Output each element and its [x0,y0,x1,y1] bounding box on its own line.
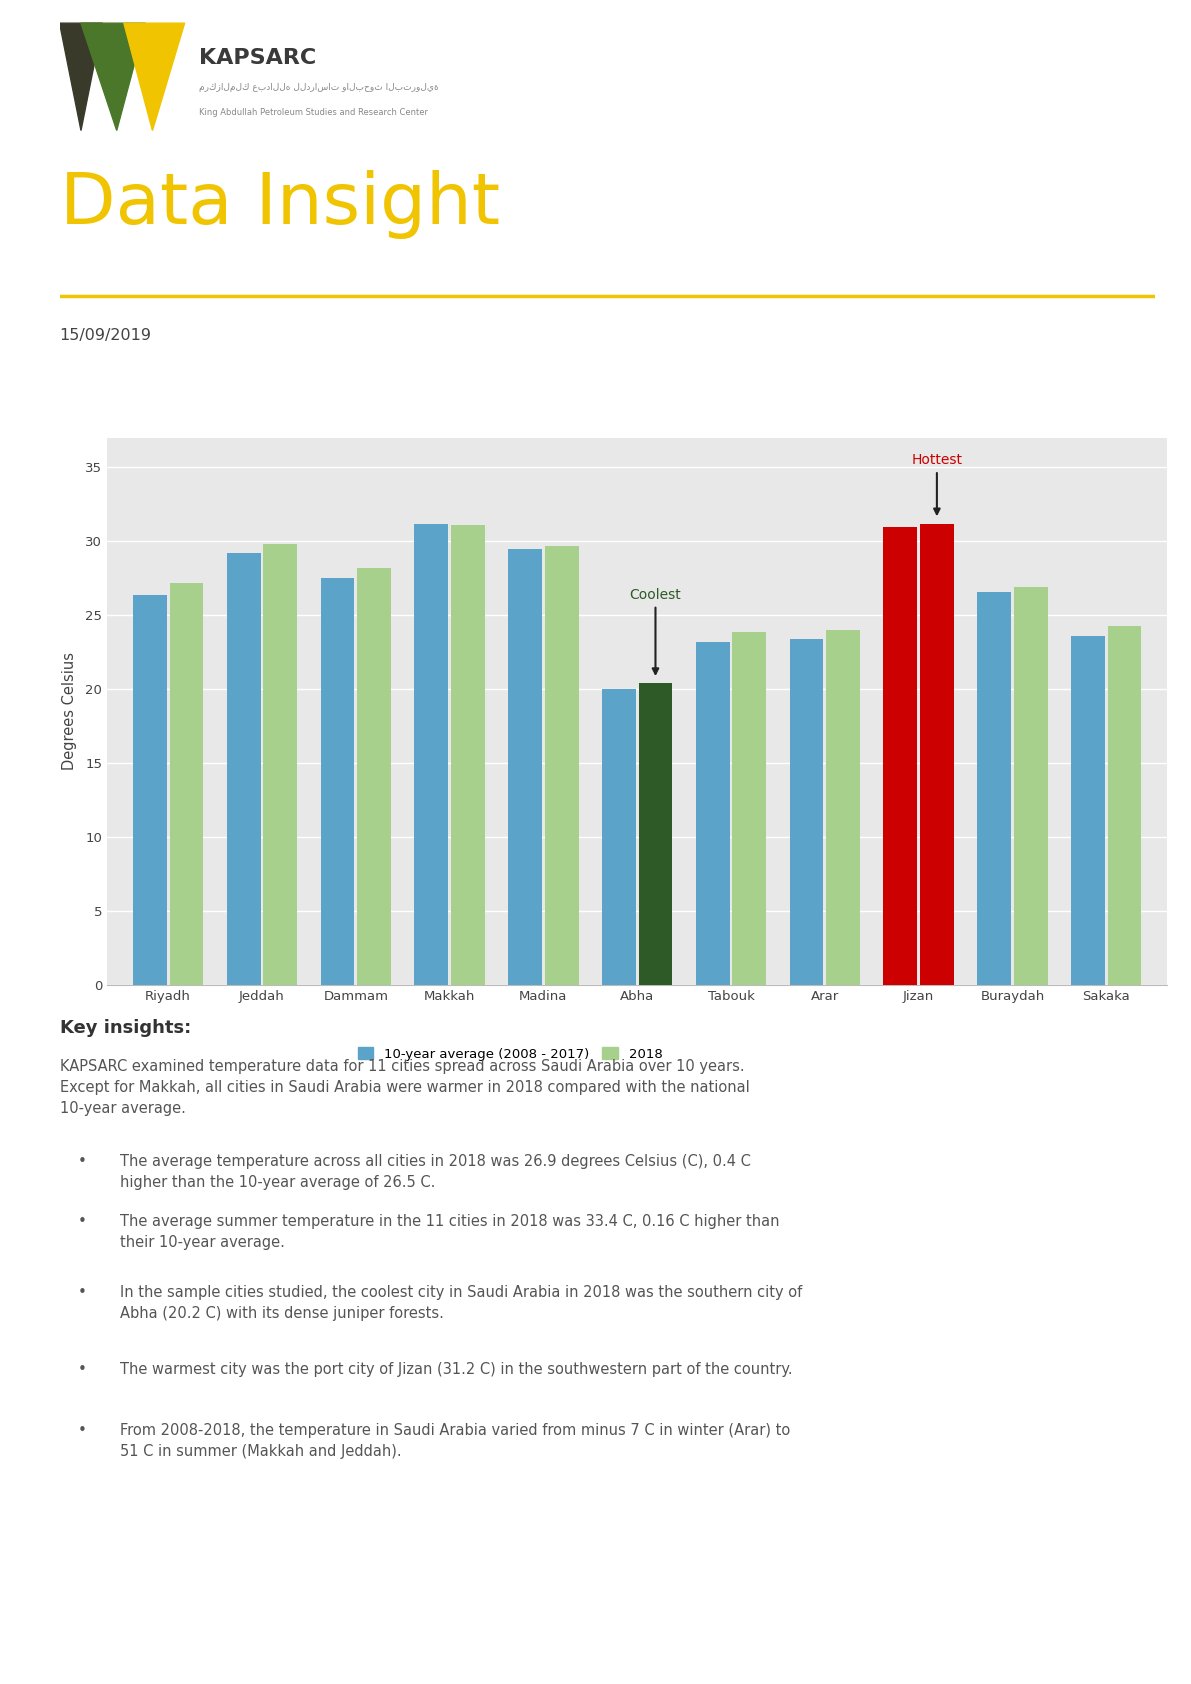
Text: From 2008-2018, the temperature in Saudi Arabia varied from minus 7 C in winter : From 2008-2018, the temperature in Saudi… [120,1423,790,1458]
Bar [790,638,823,985]
Text: In the sample cities studied, the coolest city in Saudi Arabia in 2018 was the s: In the sample cities studied, the cooles… [120,1285,802,1320]
Polygon shape [81,24,145,130]
Text: •: • [79,1154,87,1169]
Bar [601,689,636,985]
Bar [978,591,1011,985]
Bar [1071,637,1105,985]
Text: Coolest: Coolest [630,588,681,674]
Bar [357,568,391,985]
Polygon shape [124,24,185,130]
Bar [638,684,673,985]
Bar [696,642,730,985]
Text: KAPSARC: KAPSARC [199,49,316,69]
Bar [827,630,860,985]
Text: The average summer temperature in the 11 cities in 2018 was 33.4 C, 0.16 C highe: The average summer temperature in the 11… [120,1214,779,1250]
Bar [320,578,355,985]
Text: KAPSARC examined temperature data for 11 cities spread across Saudi Arabia over : KAPSARC examined temperature data for 11… [60,1059,749,1116]
Text: مركزالملك عبدالله للدراسات والبحوث البترولية: مركزالملك عبدالله للدراسات والبحوث البتر… [199,83,438,91]
Bar [133,594,167,985]
Bar [169,583,204,985]
Text: •: • [79,1285,87,1300]
Text: •: • [79,1214,87,1229]
Bar [544,546,579,985]
Bar [884,527,917,985]
Bar [226,554,261,985]
Text: Key insights:: Key insights: [60,1019,191,1037]
Text: 15/09/2019: 15/09/2019 [60,328,151,342]
Bar [509,549,542,985]
Bar [919,524,954,985]
Text: •: • [79,1423,87,1438]
Text: The average temperature across all cities in 2018 was 26.9 degrees Celsius (C), : The average temperature across all citie… [120,1154,750,1189]
Text: •: • [79,1362,87,1378]
Text: Data Insight: Data Insight [60,170,500,239]
Text: Hottest: Hottest [911,453,962,514]
Bar [1014,588,1048,985]
Bar [451,525,485,985]
Text: Temperature Trends Across Cities in Saudi Arabia: Temperature Trends Across Cities in Saud… [76,387,697,408]
Bar [1108,626,1141,985]
Bar [263,544,297,985]
Text: The warmest city was the port city of Jizan (31.2 C) in the southwestern part of: The warmest city was the port city of Ji… [120,1362,792,1378]
Legend: 10-year average (2008 - 2017), 2018: 10-year average (2008 - 2017), 2018 [353,1042,668,1066]
Y-axis label: Degrees Celsius: Degrees Celsius [62,652,77,771]
Bar [414,524,448,985]
Bar [732,632,766,985]
Text: King Abdullah Petroleum Studies and Research Center: King Abdullah Petroleum Studies and Rese… [199,108,428,116]
Polygon shape [60,24,102,130]
